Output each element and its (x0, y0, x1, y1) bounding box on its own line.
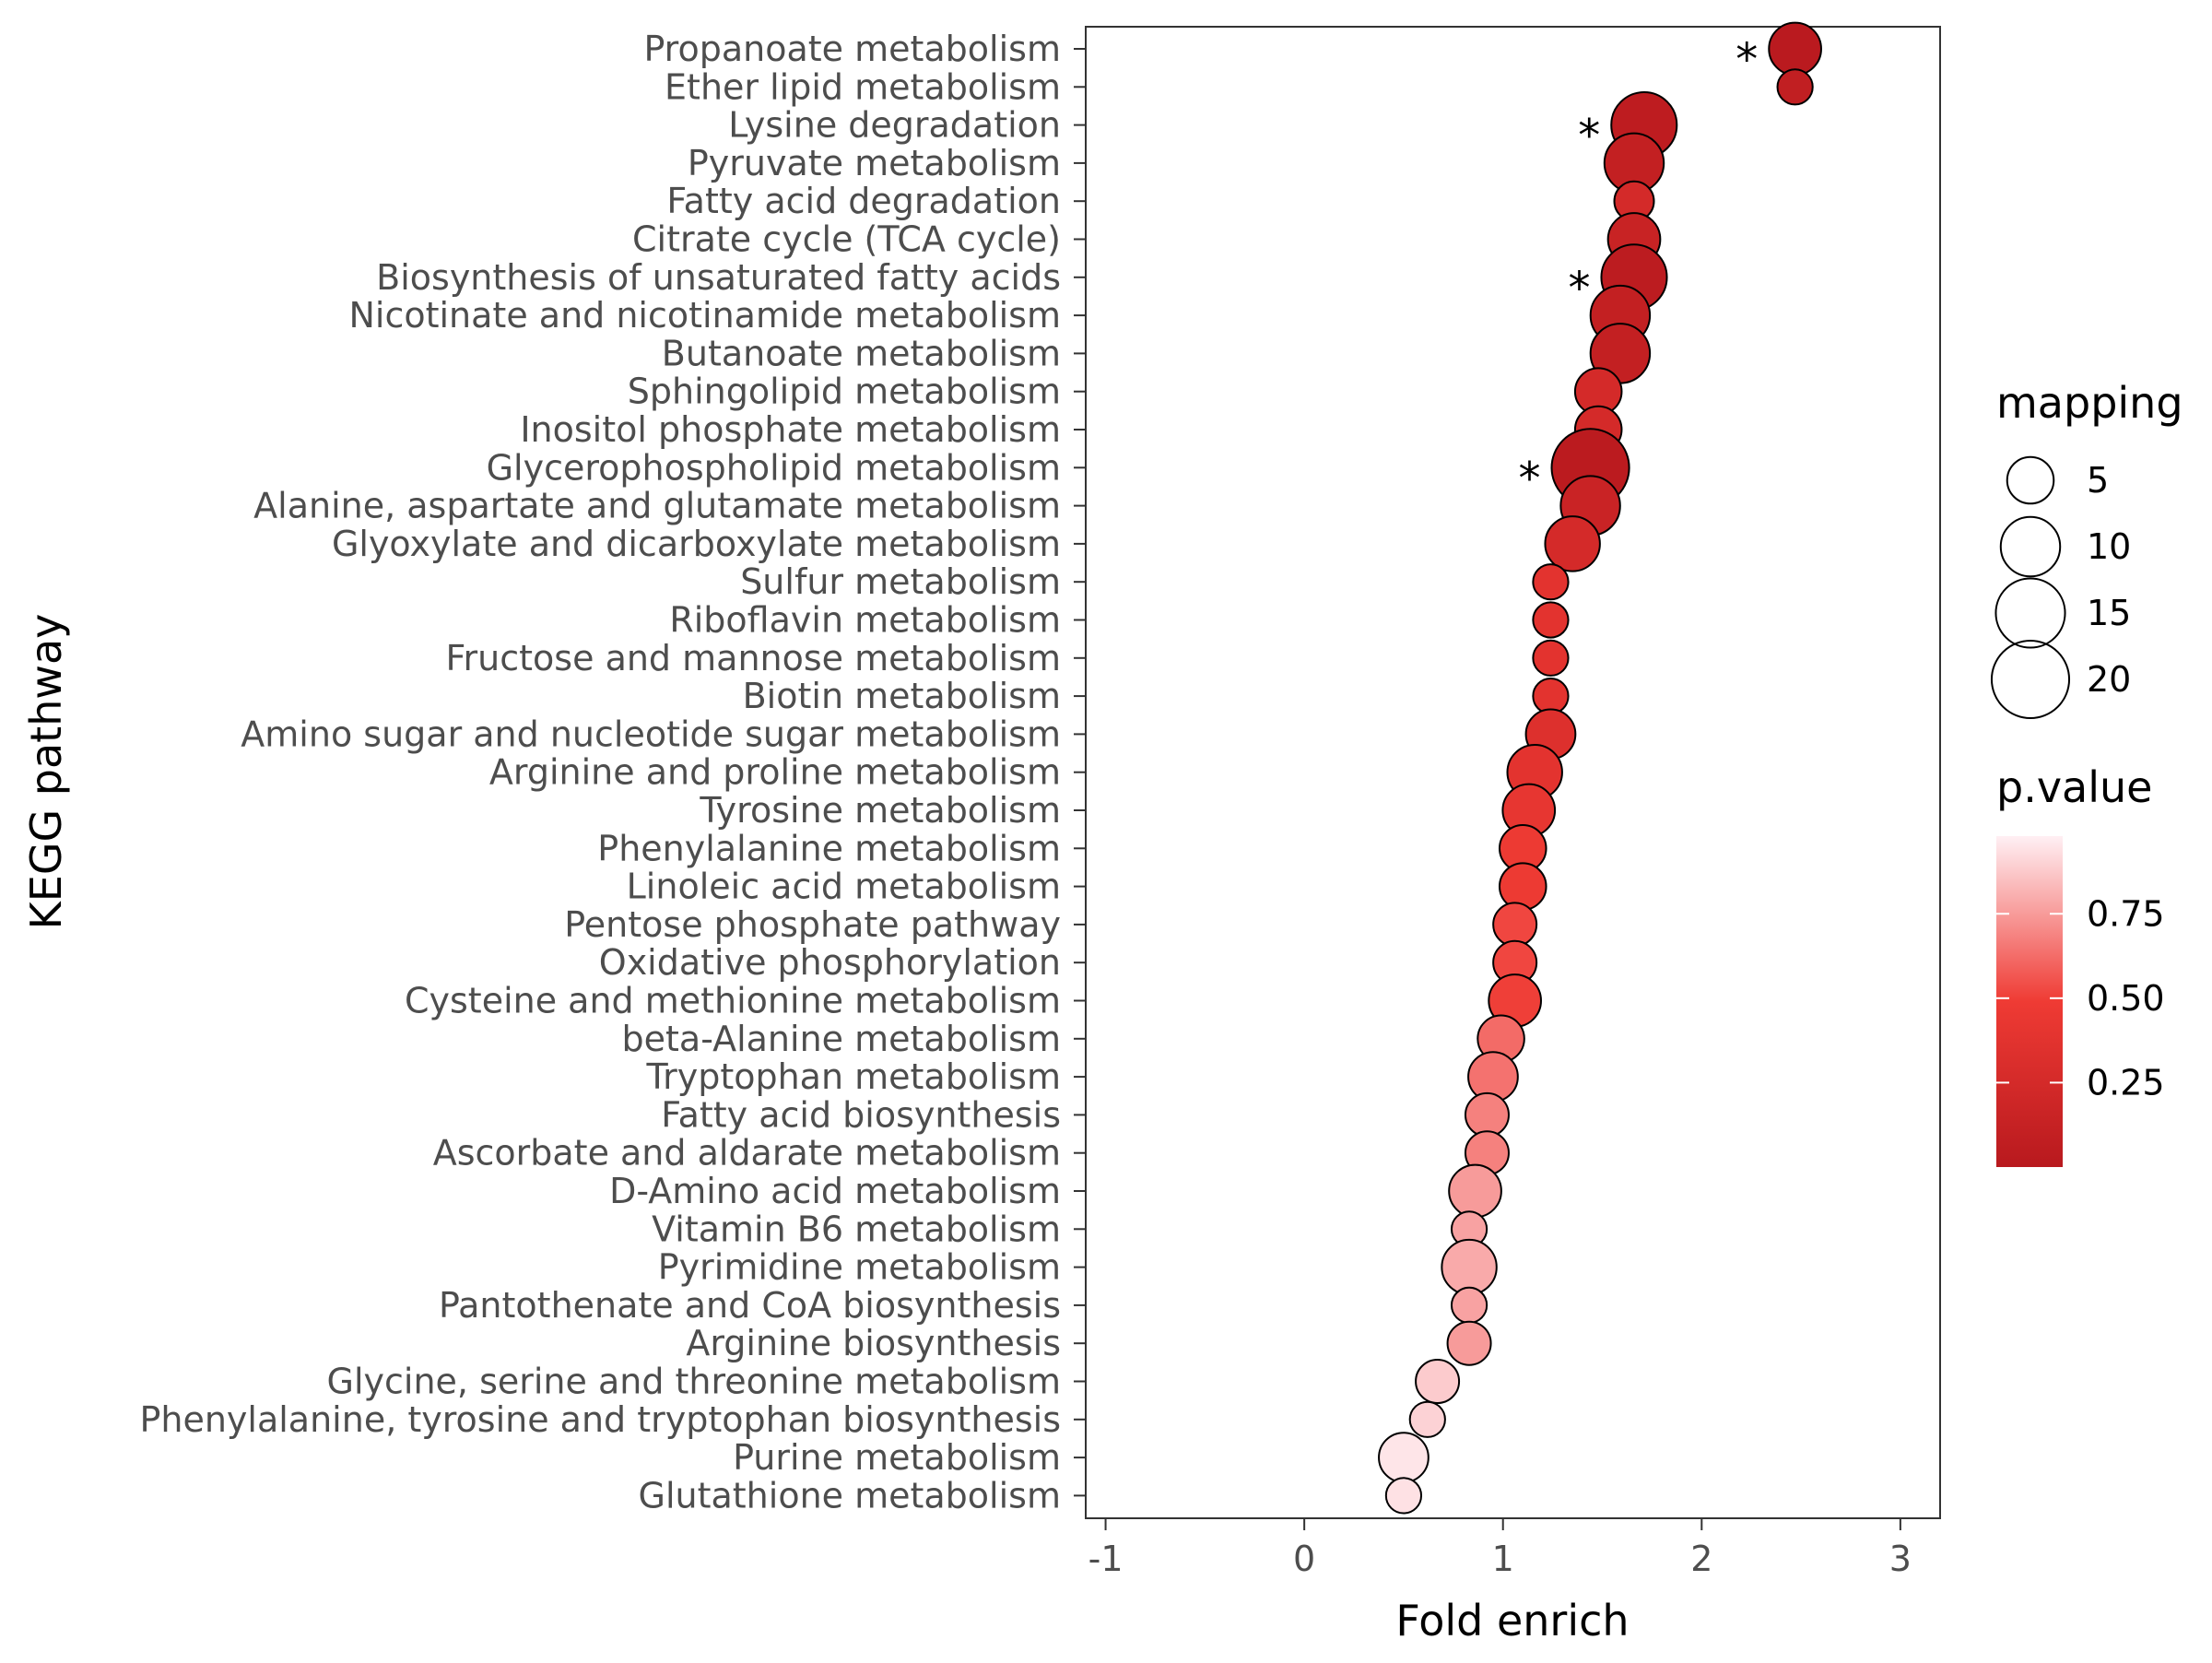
y-tick-label: Sulfur metabolism (740, 561, 1061, 602)
data-point (1450, 1286, 1488, 1325)
color-legend-label: 0.50 (2087, 978, 2165, 1019)
x-tick-label: 1 (1492, 1539, 1514, 1579)
color-legend-title: p.value (1996, 762, 2152, 812)
color-legend-label: 0.25 (2087, 1062, 2165, 1103)
data-point (1532, 639, 1570, 677)
data-point (1448, 1163, 1502, 1219)
data-point (1499, 862, 1547, 911)
color-legend: p.value 0.25 0.50 0.75 (1996, 762, 2165, 1167)
y-tick-label: Cysteine and methionine metabolism (405, 981, 1061, 1021)
size-legend-key (2006, 455, 2055, 505)
significance-star: * (1568, 263, 1590, 314)
size-legend-label: 20 (2087, 659, 2131, 700)
size-legend-label: 10 (2087, 526, 2131, 567)
y-tick-label: beta-Alanine metabolism (622, 1019, 1061, 1059)
x-axis: -1 0 1 2 3 (1088, 1518, 1912, 1579)
data-point (1532, 677, 1570, 715)
y-tick-label: Riboflavin metabolism (669, 600, 1061, 641)
y-tick-label: Ether lipid metabolism (665, 66, 1061, 107)
y-tick-label: Fructose and mannose metabolism (445, 638, 1061, 678)
data-point (1492, 902, 1538, 948)
y-tick-label: Alanine, aspartate and glutamate metabol… (253, 486, 1061, 526)
y-tick-label: Pentose phosphate pathway (564, 904, 1061, 945)
y-tick-label: Butanoate metabolism (662, 333, 1061, 373)
y-tick-label: Phenylalanine, tyrosine and tryptophan b… (139, 1399, 1061, 1440)
size-legend-title: mapping (1996, 378, 2183, 428)
y-tick-label: Propanoate metabolism (643, 29, 1061, 69)
y-tick-label: Sphingolipid metabolism (628, 372, 1061, 412)
y-axis-title: KEGG pathway (21, 614, 71, 930)
data-points (1378, 21, 1822, 1515)
data-point (1464, 1091, 1510, 1138)
y-tick-label: Glycerophospholipid metabolism (487, 447, 1061, 488)
x-tick-label: 2 (1690, 1539, 1712, 1579)
color-legend-label: 0.75 (2087, 893, 2165, 934)
data-point (1408, 1400, 1446, 1438)
y-tick-label: Phenylalanine metabolism (597, 828, 1061, 868)
size-legend-key (1994, 577, 2066, 649)
y-tick-label: Fatty acid biosynthesis (661, 1094, 1061, 1135)
y-tick-label: Linoleic acid metabolism (627, 867, 1061, 907)
y-tick-label: Tryptophan metabolism (645, 1056, 1061, 1097)
data-point (1544, 515, 1601, 572)
data-point (1532, 563, 1570, 601)
significance-star: * (1578, 111, 1600, 162)
y-tick-label: Glycine, serine and threonine metabolism (327, 1362, 1062, 1402)
y-tick-label: Arginine and proline metabolism (489, 752, 1061, 793)
significance-star: * (1519, 453, 1541, 504)
significance-star: * (1735, 34, 1758, 86)
y-tick-label: Tyrosine metabolism (699, 790, 1061, 831)
x-tick-label: 0 (1293, 1539, 1315, 1579)
size-legend-key (1990, 639, 2071, 720)
y-tick-label: Pyrimidine metabolism (658, 1247, 1061, 1288)
data-point (1776, 68, 1814, 106)
data-point (1415, 1359, 1461, 1404)
y-tick-label: Glutathione metabolism (639, 1475, 1062, 1516)
x-tick-label: -1 (1088, 1539, 1124, 1579)
size-legend-label: 15 (2087, 593, 2131, 633)
y-tick-label: Ascorbate and aldarate metabolism (433, 1133, 1061, 1174)
data-point (1768, 21, 1822, 77)
y-tick-label: Lysine degradation (728, 105, 1061, 146)
x-tick-label: 3 (1889, 1539, 1912, 1579)
size-legend: mapping 5 10 15 20 (1990, 378, 2183, 720)
y-tick-label: Pyruvate metabolism (688, 143, 1061, 183)
y-tick-label: Oxidative phosphorylation (599, 942, 1061, 983)
y-tick-label: Biosynthesis of unsaturated fatty acids (376, 257, 1061, 298)
y-tick-label: Inositol phosphate metabolism (520, 409, 1061, 450)
data-point (1378, 1432, 1430, 1483)
size-legend-label: 5 (2087, 460, 2109, 501)
y-tick-label: Glyoxylate and dicarboxylate metabolism (332, 524, 1061, 564)
y-tick-label: Fatty acid degradation (666, 181, 1061, 221)
size-legend-key (1999, 515, 2062, 578)
y-tick-label: Nicotinate and nicotinamide metabolism (348, 295, 1061, 336)
data-point (1441, 1238, 1498, 1296)
y-tick-label: Amino sugar and nucleotide sugar metabol… (241, 714, 1061, 754)
color-bar (1996, 836, 2063, 1167)
y-tick-label: Citrate cycle (TCA cycle) (632, 219, 1061, 260)
data-point (1532, 601, 1570, 639)
y-tick-label: Arginine biosynthesis (686, 1323, 1061, 1363)
x-axis-title: Fold enrich (1395, 1596, 1629, 1645)
y-tick-label: Purine metabolism (733, 1437, 1061, 1478)
y-tick-label: Biotin metabolism (743, 676, 1061, 716)
data-point (1384, 1477, 1423, 1515)
y-tick-label: Pantothenate and CoA biosynthesis (439, 1285, 1061, 1326)
y-tick-label: D-Amino acid metabolism (609, 1171, 1061, 1211)
data-point (1446, 1320, 1492, 1366)
y-tick-label: Vitamin B6 metabolism (652, 1209, 1061, 1249)
significance-markers: * * * * (1519, 34, 1759, 504)
